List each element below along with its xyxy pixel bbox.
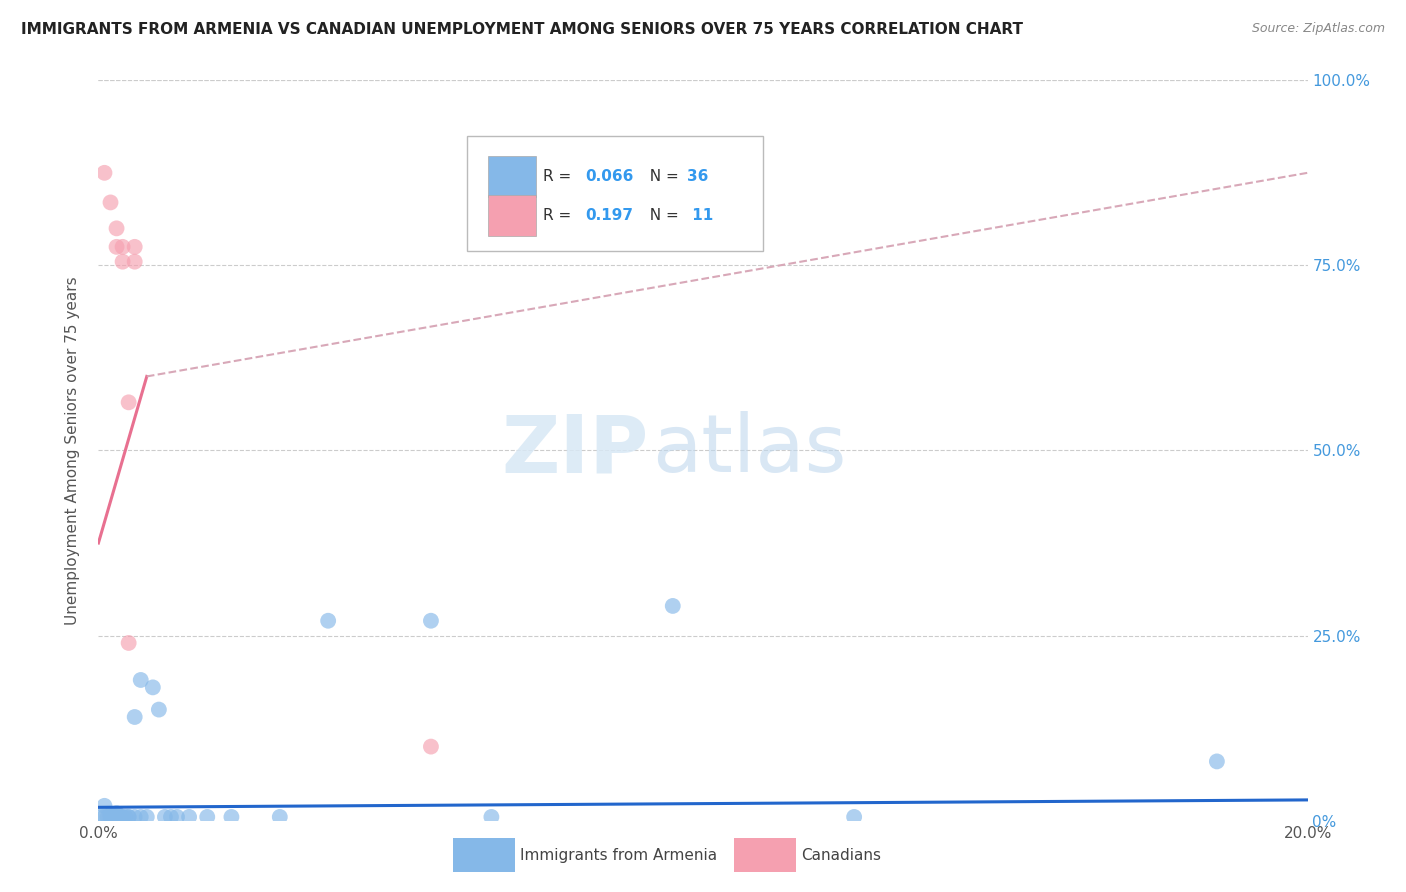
Text: N =: N = — [640, 169, 683, 184]
Point — [160, 810, 183, 824]
Point — [100, 195, 122, 210]
Point — [118, 810, 141, 824]
Text: 0.066: 0.066 — [586, 169, 634, 184]
Point — [111, 240, 134, 254]
Point — [111, 810, 134, 824]
Point — [111, 810, 134, 824]
Point — [661, 599, 683, 613]
Point — [316, 614, 339, 628]
Point — [221, 810, 243, 824]
Point — [118, 395, 141, 409]
Text: N =: N = — [640, 209, 683, 223]
Point — [179, 810, 201, 824]
Point — [114, 810, 136, 824]
Point — [129, 673, 152, 687]
Point — [148, 703, 170, 717]
Point — [96, 810, 118, 824]
Point — [93, 798, 115, 813]
Point — [105, 810, 128, 824]
Point — [153, 810, 176, 824]
FancyBboxPatch shape — [488, 195, 536, 235]
Text: IMMIGRANTS FROM ARMENIA VS CANADIAN UNEMPLOYMENT AMONG SENIORS OVER 75 YEARS COR: IMMIGRANTS FROM ARMENIA VS CANADIAN UNEM… — [21, 22, 1024, 37]
Point — [135, 810, 157, 824]
Text: 11: 11 — [688, 209, 713, 223]
Point — [195, 810, 218, 824]
Point — [103, 810, 125, 824]
FancyBboxPatch shape — [488, 156, 536, 196]
Point — [844, 810, 866, 824]
Point — [481, 810, 503, 824]
Point — [100, 810, 122, 824]
Point — [100, 807, 122, 822]
Point — [93, 166, 115, 180]
Point — [105, 240, 128, 254]
Text: 36: 36 — [688, 169, 709, 184]
Point — [105, 806, 128, 821]
Point — [420, 614, 443, 628]
Point — [124, 240, 146, 254]
Point — [1206, 755, 1229, 769]
Point — [269, 810, 291, 824]
Text: R =: R = — [543, 169, 576, 184]
Point — [124, 710, 146, 724]
Text: atlas: atlas — [652, 411, 846, 490]
Text: R =: R = — [543, 209, 582, 223]
Point — [166, 810, 188, 824]
Text: Immigrants from Armenia: Immigrants from Armenia — [520, 848, 717, 863]
Y-axis label: Unemployment Among Seniors over 75 years: Unemployment Among Seniors over 75 years — [65, 277, 80, 624]
Point — [118, 636, 141, 650]
Text: 0.197: 0.197 — [586, 209, 634, 223]
Text: Canadians: Canadians — [801, 848, 882, 863]
Point — [111, 254, 134, 268]
Point — [105, 221, 128, 235]
Text: Source: ZipAtlas.com: Source: ZipAtlas.com — [1251, 22, 1385, 36]
Point — [105, 807, 128, 822]
FancyBboxPatch shape — [467, 136, 763, 251]
Point — [90, 810, 112, 824]
Text: ZIP: ZIP — [502, 411, 648, 490]
Point — [105, 810, 128, 824]
Point — [420, 739, 443, 754]
Point — [124, 810, 146, 824]
Point — [93, 810, 115, 824]
Point — [142, 681, 165, 695]
Point — [129, 810, 152, 824]
Point — [124, 254, 146, 268]
Point — [118, 810, 141, 824]
